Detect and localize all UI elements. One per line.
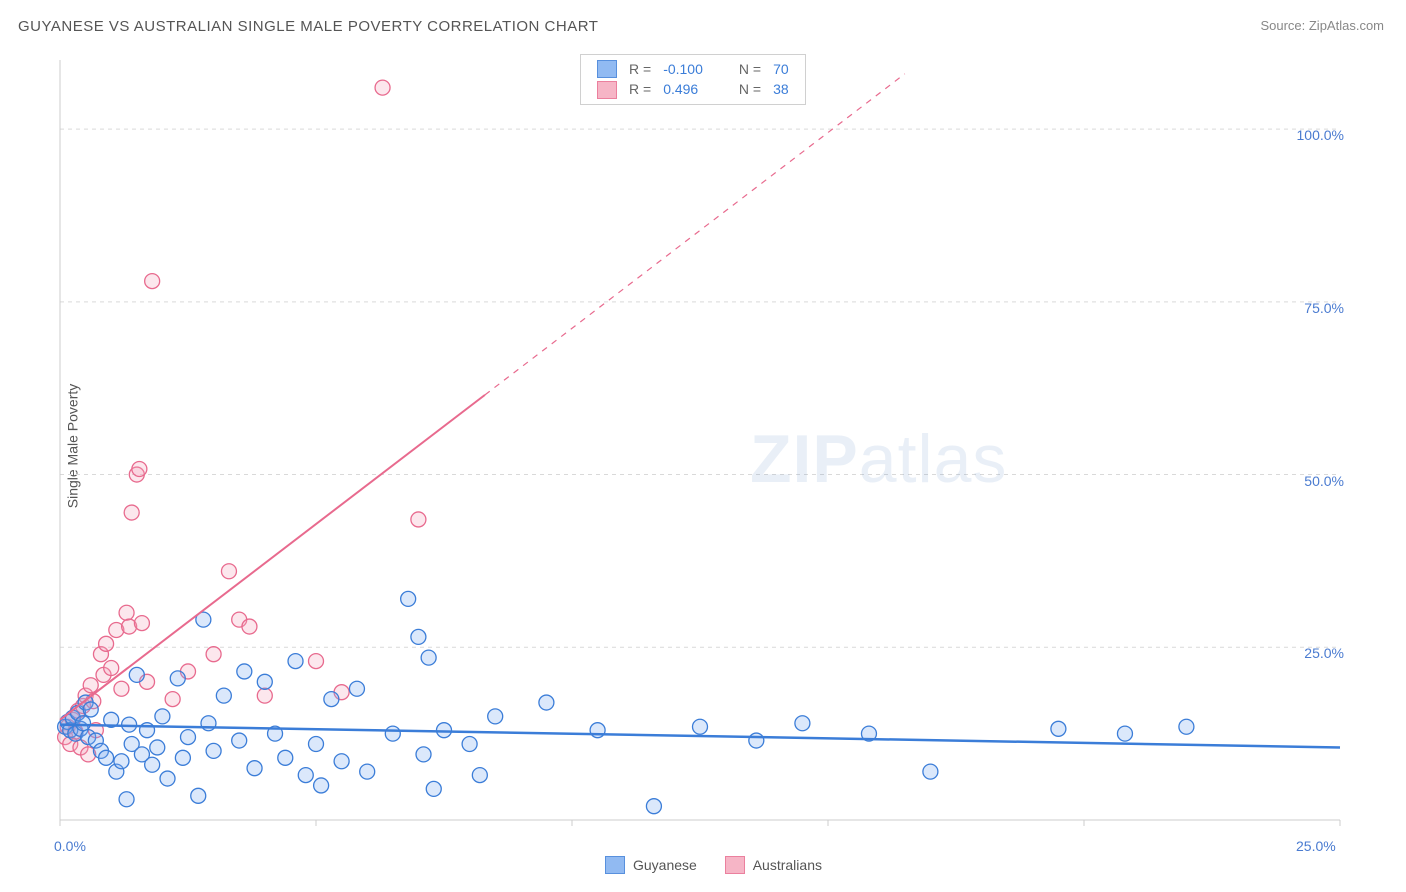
- data-point: [309, 654, 324, 669]
- data-point: [134, 616, 149, 631]
- data-point: [221, 564, 236, 579]
- data-point: [360, 764, 375, 779]
- data-point: [1179, 719, 1194, 734]
- data-point: [165, 692, 180, 707]
- r-value-australians: 0.496: [657, 79, 709, 99]
- data-point: [119, 605, 134, 620]
- swatch-australians: [725, 856, 745, 874]
- legend-series: Guyanese Australians: [605, 856, 846, 877]
- data-point: [923, 764, 938, 779]
- data-point: [114, 681, 129, 696]
- r-label: R =: [623, 79, 657, 99]
- data-point: [181, 730, 196, 745]
- data-point: [421, 650, 436, 665]
- data-point: [145, 274, 160, 289]
- r-label: R =: [623, 59, 657, 79]
- data-point: [539, 695, 554, 710]
- data-point: [175, 750, 190, 765]
- data-point: [247, 761, 262, 776]
- chart-container: GUYANESE VS AUSTRALIAN SINGLE MALE POVER…: [0, 0, 1406, 892]
- data-point: [124, 505, 139, 520]
- data-point: [216, 688, 231, 703]
- data-point: [416, 747, 431, 762]
- x-tick-label: 0.0%: [54, 838, 86, 854]
- y-tick-label: 100.0%: [1297, 127, 1344, 143]
- swatch-guyanese: [605, 856, 625, 874]
- data-point: [426, 781, 441, 796]
- legend-label-australians: Australians: [753, 857, 822, 873]
- data-point: [155, 709, 170, 724]
- data-point: [749, 733, 764, 748]
- x-tick-label: 25.0%: [1296, 838, 1336, 854]
- swatch-guyanese: [597, 60, 617, 78]
- y-tick-label: 50.0%: [1304, 473, 1344, 489]
- data-point: [795, 716, 810, 731]
- data-point: [298, 768, 313, 783]
- data-point: [83, 702, 98, 717]
- data-point: [693, 719, 708, 734]
- data-point: [242, 619, 257, 634]
- plot-area: ZIPatlas R = -0.100 N = 70 R = 0.496 N =: [50, 50, 1380, 840]
- data-point: [309, 737, 324, 752]
- data-point: [411, 629, 426, 644]
- data-point: [191, 788, 206, 803]
- data-point: [76, 716, 91, 731]
- data-point: [1117, 726, 1132, 741]
- data-point: [1051, 721, 1066, 736]
- data-point: [119, 792, 134, 807]
- data-point: [278, 750, 293, 765]
- data-point: [237, 664, 252, 679]
- data-point: [104, 661, 119, 676]
- data-point: [334, 754, 349, 769]
- data-point: [257, 688, 272, 703]
- data-point: [488, 709, 503, 724]
- legend-correlation: R = -0.100 N = 70 R = 0.496 N = 38: [580, 54, 806, 105]
- data-point: [150, 740, 165, 755]
- data-point: [472, 768, 487, 783]
- legend-item-australians: Australians: [725, 856, 822, 874]
- legend-row-guyanese: R = -0.100 N = 70: [591, 59, 795, 79]
- r-value-guyanese: -0.100: [657, 59, 709, 79]
- data-point: [114, 754, 129, 769]
- legend-label-guyanese: Guyanese: [633, 857, 697, 873]
- n-label: N =: [733, 79, 767, 99]
- data-point: [646, 799, 661, 814]
- chart-svg: [50, 50, 1380, 840]
- data-point: [462, 737, 477, 752]
- data-point: [288, 654, 303, 669]
- n-label: N =: [733, 59, 767, 79]
- data-point: [83, 678, 98, 693]
- data-point: [132, 462, 147, 477]
- data-point: [160, 771, 175, 786]
- data-point: [170, 671, 185, 686]
- data-point: [232, 733, 247, 748]
- data-point: [99, 750, 114, 765]
- data-point: [129, 667, 144, 682]
- data-point: [349, 681, 364, 696]
- data-point: [257, 674, 272, 689]
- legend-row-australians: R = 0.496 N = 38: [591, 79, 795, 99]
- data-point: [324, 692, 339, 707]
- data-point: [145, 757, 160, 772]
- data-point: [206, 743, 221, 758]
- swatch-australians: [597, 81, 617, 99]
- data-point: [375, 80, 390, 95]
- data-point: [401, 591, 416, 606]
- n-value-australians: 38: [767, 79, 795, 99]
- data-point: [411, 512, 426, 527]
- data-point: [314, 778, 329, 793]
- data-point: [206, 647, 221, 662]
- data-point: [385, 726, 400, 741]
- y-tick-label: 25.0%: [1304, 645, 1344, 661]
- n-value-guyanese: 70: [767, 59, 795, 79]
- data-point: [99, 636, 114, 651]
- legend-item-guyanese: Guyanese: [605, 856, 697, 874]
- y-tick-label: 75.0%: [1304, 300, 1344, 316]
- chart-title: GUYANESE VS AUSTRALIAN SINGLE MALE POVER…: [18, 18, 598, 35]
- source-attribution: Source: ZipAtlas.com: [1260, 18, 1384, 33]
